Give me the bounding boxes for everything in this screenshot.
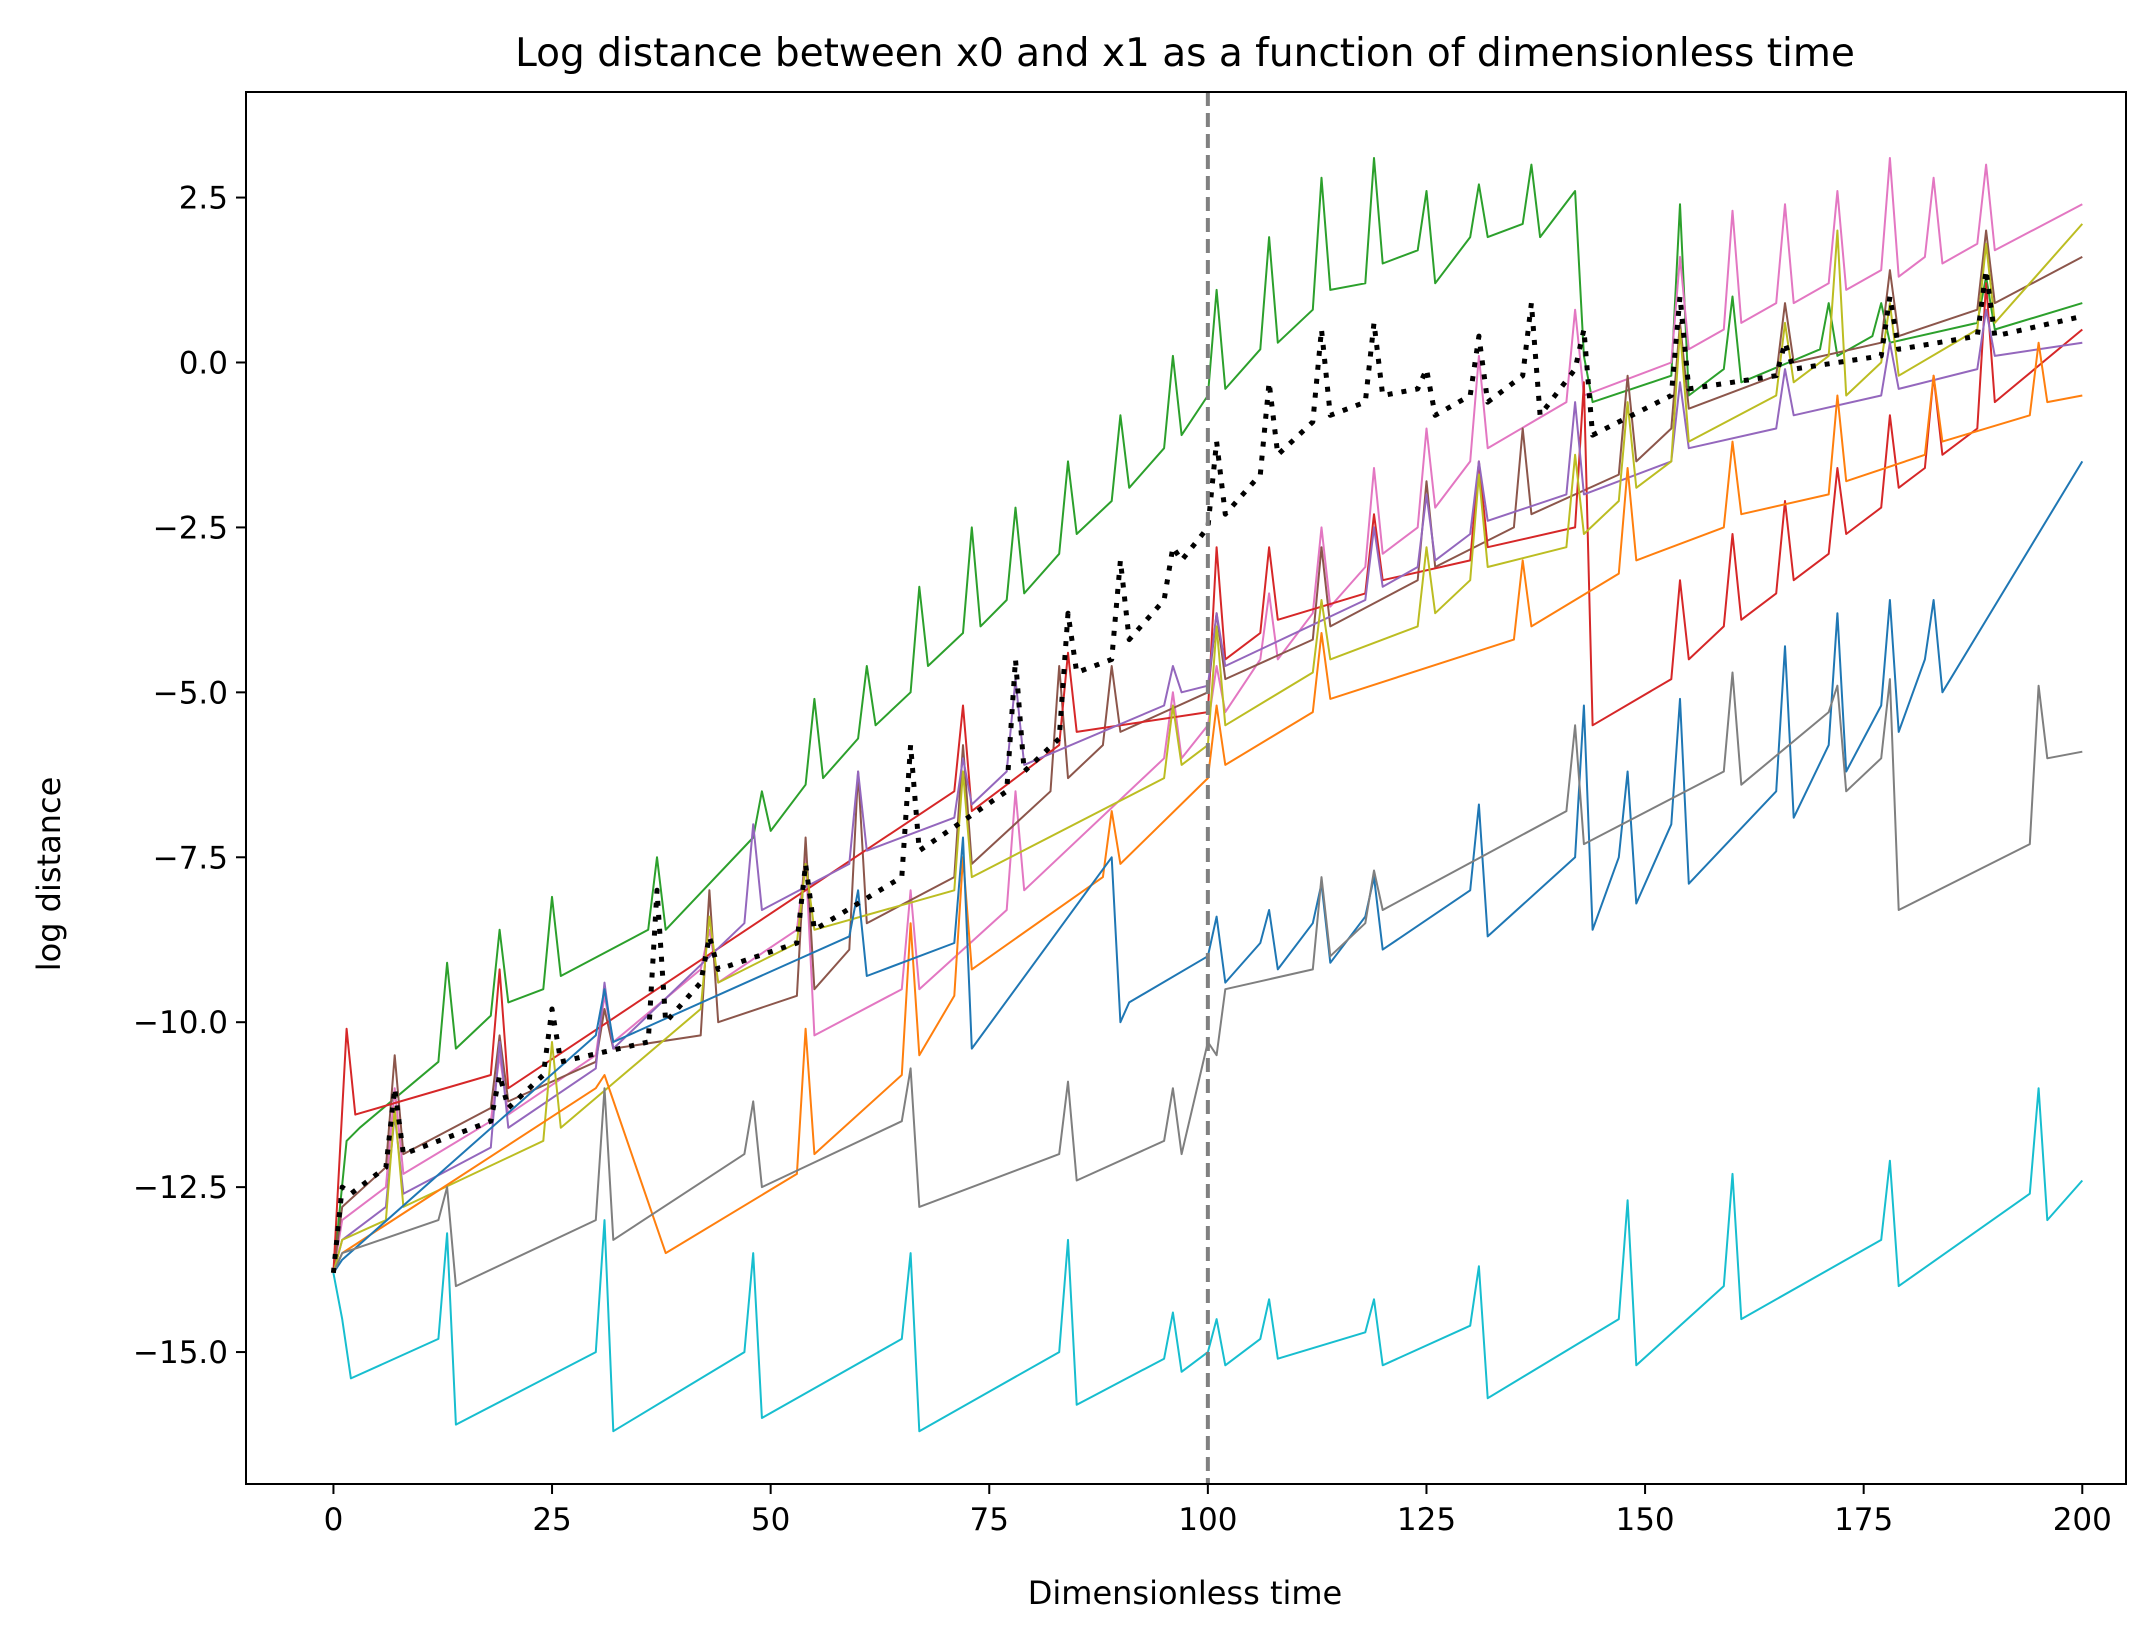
y-axis: 2.5 0.0 −2.5 −5.0 −7.5 −10.0 −12.5 −15.0 <box>133 181 246 1371</box>
x-tick-label: 125 <box>1397 1502 1456 1538</box>
y-tick-label: −10.0 <box>133 1005 228 1041</box>
x-tick-label: 75 <box>970 1502 1009 1538</box>
series-line-6 <box>332 223 2084 1274</box>
chart-title: Log distance between x0 and x1 as a func… <box>515 31 1855 76</box>
series-line-9 <box>332 671 2083 1288</box>
series-line-10 <box>332 1087 2084 1433</box>
x-tick-label: 50 <box>751 1502 790 1538</box>
plot-area <box>330 92 2084 1484</box>
x-axis: 0 25 50 75 100 125 150 175 200 <box>324 1484 2112 1538</box>
series-line-8 <box>332 460 2084 1274</box>
plot-frame <box>245 91 2127 1485</box>
y-tick-label: −2.5 <box>153 510 228 546</box>
y-tick-label: −15.0 <box>133 1335 228 1371</box>
x-tick-label: 25 <box>532 1502 571 1538</box>
y-tick-label: −7.5 <box>153 840 228 876</box>
series-line-11 <box>330 267 2083 1274</box>
series-line-4 <box>332 282 2083 1273</box>
x-tick-label: 200 <box>2053 1502 2112 1538</box>
x-tick-label: 150 <box>1615 1502 1674 1538</box>
y-tick-label: −12.5 <box>133 1170 228 1206</box>
y-axis-label: log distance <box>30 777 68 972</box>
series-line-7 <box>332 341 2083 1274</box>
y-tick-label: 2.5 <box>179 181 228 217</box>
y-tick-label: 0.0 <box>179 345 228 381</box>
x-tick-label: 100 <box>1178 1502 1237 1538</box>
x-axis-label: Dimensionless time <box>1028 1574 1342 1612</box>
x-tick-label: 0 <box>324 1502 344 1538</box>
y-tick-label: −5.0 <box>153 675 228 711</box>
x-tick-label: 175 <box>1834 1502 1893 1538</box>
